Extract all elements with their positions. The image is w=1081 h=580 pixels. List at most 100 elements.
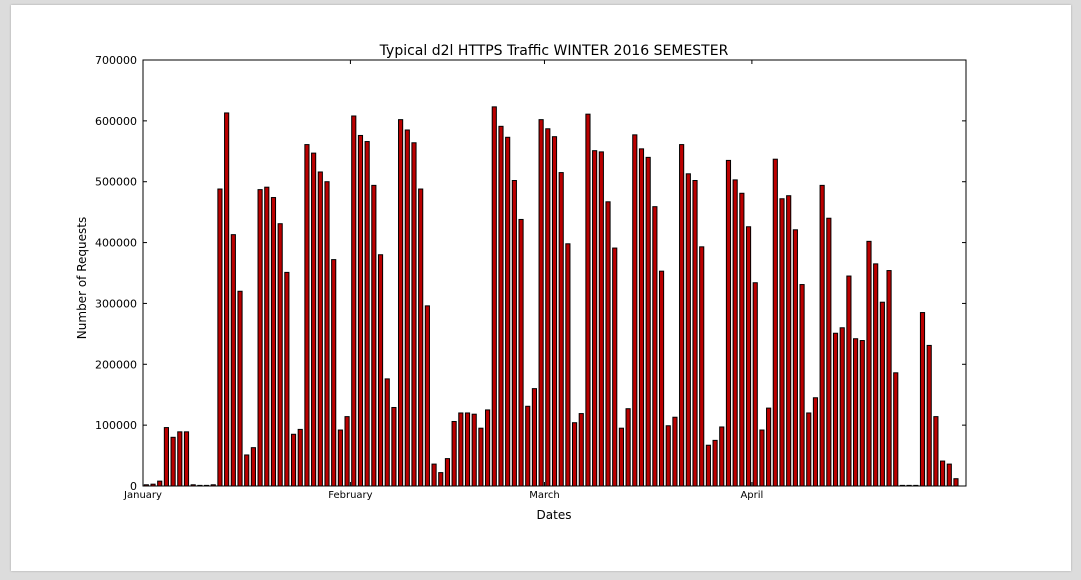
bar: [558, 172, 564, 487]
bar: [792, 229, 798, 487]
bar: [297, 428, 303, 487]
bar: [665, 425, 671, 487]
bar: [351, 115, 357, 487]
y-tick-label: 200000: [95, 358, 137, 371]
bar: [699, 246, 705, 487]
y-tick-label: 0: [130, 480, 137, 493]
x-axis-label: Dates: [537, 508, 572, 522]
x-tick-label: March: [529, 490, 559, 501]
bar: [250, 447, 256, 487]
bar: [739, 192, 745, 487]
bar: [886, 270, 892, 487]
bar: [832, 332, 839, 487]
y-axis-label: Number of Requests: [75, 217, 89, 339]
bar: [572, 422, 578, 487]
bar: [826, 217, 832, 487]
bar: [491, 106, 497, 487]
bar: [311, 152, 317, 487]
bar: [592, 150, 598, 487]
bar: [357, 134, 364, 487]
bar: [525, 405, 531, 487]
bar: [565, 243, 571, 487]
bar: [404, 129, 410, 487]
bar: [270, 197, 277, 487]
bar: [230, 234, 236, 487]
bar: [444, 458, 451, 487]
bar: [766, 407, 772, 487]
bar: [471, 413, 477, 487]
x-tick-label: January: [123, 490, 162, 501]
bar: [879, 301, 885, 487]
bar: [183, 431, 190, 487]
bar: [839, 327, 845, 487]
bar: [846, 275, 852, 487]
bar: [618, 427, 624, 487]
bar: [625, 408, 631, 487]
bar: [551, 136, 558, 487]
bar: [658, 270, 665, 487]
bar: [919, 312, 926, 487]
bar: [719, 426, 725, 487]
figure-canvas: Typical d2l HTTPS Traffic WINTER 2016 SE…: [11, 5, 1071, 571]
bar: [752, 282, 758, 487]
bar: [605, 201, 611, 487]
bar: [672, 416, 678, 487]
x-tick-label: February: [328, 490, 372, 501]
bar: [217, 188, 223, 487]
bar: [598, 151, 604, 487]
bar: [331, 259, 337, 487]
bar: [779, 198, 785, 487]
bar: [926, 344, 932, 487]
bar: [712, 439, 718, 487]
bar: [612, 247, 618, 487]
bar: [244, 454, 250, 487]
bar: [224, 112, 230, 487]
bar: [391, 406, 397, 487]
bar: [337, 429, 343, 487]
bar: [371, 184, 377, 487]
plot-frame: [142, 59, 967, 487]
bar: [438, 472, 444, 487]
bar: [177, 431, 183, 487]
bars-group: [143, 106, 959, 487]
bar: [398, 119, 404, 487]
bar: [518, 218, 524, 487]
bar: [578, 413, 584, 487]
bar: [478, 427, 484, 487]
bar: [946, 463, 952, 487]
y-tick-label: 700000: [95, 54, 137, 67]
bar: [418, 188, 424, 487]
bar: [377, 254, 384, 487]
bar: [585, 113, 591, 487]
bar: [163, 427, 169, 487]
bar: [451, 420, 457, 487]
bar: [304, 144, 310, 487]
bar: [458, 412, 464, 487]
bar: [264, 186, 270, 487]
bar: [632, 134, 638, 487]
bar: [511, 180, 517, 487]
bar: [545, 128, 551, 487]
bar: [431, 463, 437, 487]
bar: [732, 179, 738, 487]
bar-chart: Typical d2l HTTPS Traffic WINTER 2016 SE…: [75, 43, 967, 522]
y-tick-label: 500000: [95, 176, 137, 189]
bar: [384, 378, 390, 487]
bar: [237, 290, 243, 487]
bar: [531, 388, 537, 487]
bar: [277, 223, 283, 487]
bar: [364, 141, 370, 487]
bar: [290, 433, 297, 487]
bar: [170, 436, 176, 487]
bar: [759, 429, 765, 487]
bar: [505, 136, 511, 487]
bar: [324, 181, 330, 487]
bar: [638, 148, 645, 487]
bar: [157, 480, 163, 487]
y-tick-label: 400000: [95, 237, 137, 250]
bar: [940, 460, 946, 487]
y-ticks-group: 0 100000 200000 300000 400000 500000 600000 700…: [95, 54, 966, 493]
bar: [284, 271, 290, 487]
x-tick-label: April: [740, 490, 763, 501]
bar: [679, 144, 685, 487]
